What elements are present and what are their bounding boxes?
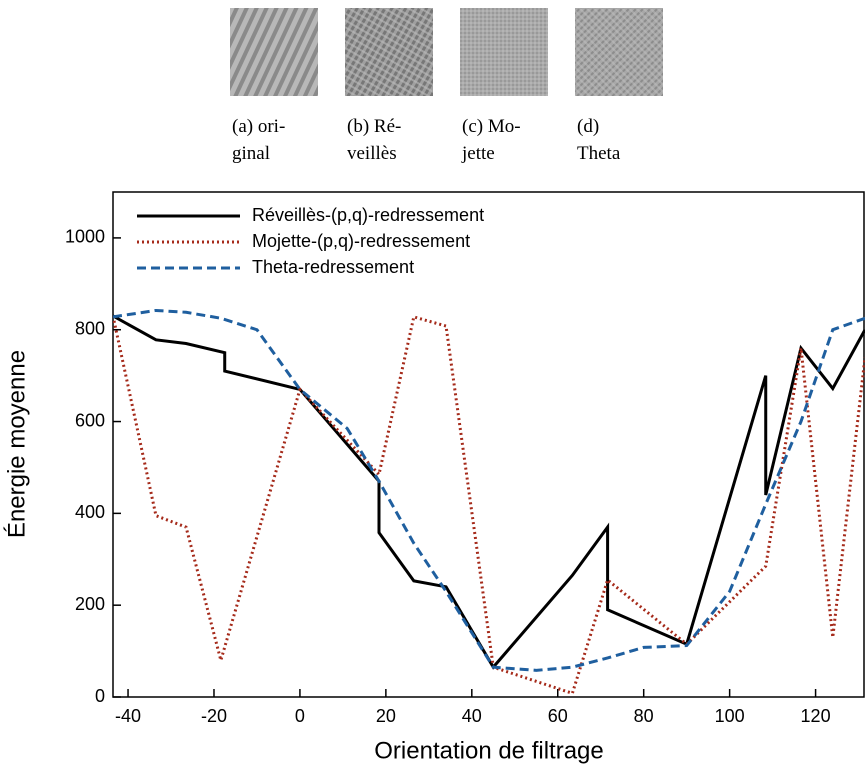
legend-label: Réveillès-(p,q)-redressement — [252, 205, 484, 225]
plot-frame — [112, 191, 865, 698]
legend-label: Mojette-(p,q)-redressement — [252, 231, 470, 251]
y-tick-label: 600 — [75, 410, 105, 430]
x-tick-label: -40 — [115, 706, 141, 726]
caption: (b) Ré- — [347, 116, 401, 137]
plot-lines — [113, 308, 865, 696]
caption: (d) — [577, 116, 599, 137]
thumbnail — [345, 8, 433, 96]
x-tick-label: 0 — [295, 706, 305, 726]
y-tick-label: 0 — [95, 686, 105, 706]
thumbnail — [230, 8, 318, 96]
y-axis-label: Énergie moyenne — [3, 350, 30, 538]
series-line — [113, 308, 865, 672]
caption: (a) ori- — [232, 116, 285, 137]
y-tick-label: 1000 — [65, 227, 105, 247]
caption: Theta — [577, 143, 621, 164]
x-tick-label: -20 — [201, 706, 227, 726]
x-tick-label: 20 — [376, 706, 396, 726]
y-tick-label: 200 — [75, 594, 105, 614]
x-tick-label: 60 — [548, 706, 568, 726]
y-tick-label: 800 — [75, 318, 105, 338]
thumbnail — [460, 8, 548, 96]
caption: (c) Mo- — [462, 116, 521, 137]
x-tick-label: 100 — [715, 706, 745, 726]
caption: jette — [461, 143, 495, 164]
x-tick-label: 40 — [462, 706, 482, 726]
legend-label: Theta-redressement — [252, 257, 414, 277]
y-tick-label: 400 — [75, 502, 105, 522]
x-tick-label: 80 — [634, 706, 654, 726]
thumbnail — [575, 8, 663, 96]
series-line — [113, 314, 865, 670]
caption: ginal — [232, 143, 270, 164]
caption: veillès — [347, 143, 397, 164]
series-line — [113, 314, 865, 696]
x-axis-label: Orientation de filtrage — [374, 737, 603, 764]
x-tick-label: 120 — [801, 706, 831, 726]
